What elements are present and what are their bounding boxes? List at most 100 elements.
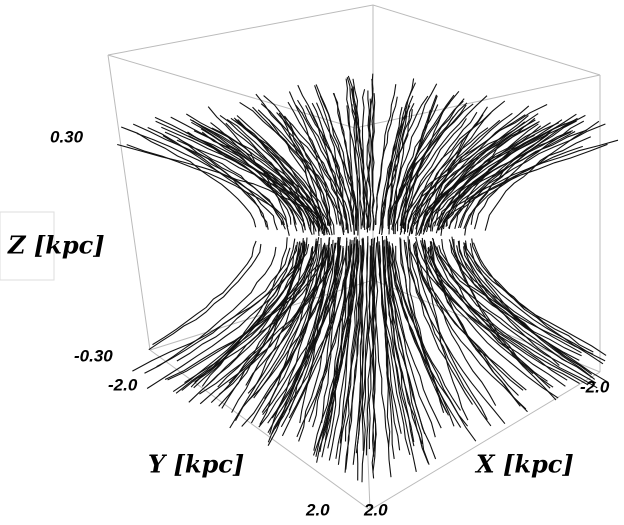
- y-label: Y [kpc]: [148, 450, 244, 479]
- field-line: [388, 83, 438, 235]
- field-line: [295, 104, 349, 234]
- field-line: [156, 247, 291, 368]
- field-line: [278, 112, 318, 225]
- field-line: [199, 242, 336, 405]
- field-line: [368, 73, 374, 228]
- field-line: [185, 131, 320, 231]
- field-line: [375, 96, 398, 225]
- field-line: [239, 101, 345, 233]
- field-line: [407, 236, 524, 391]
- field-line: [346, 77, 366, 225]
- field-line: [412, 244, 580, 384]
- field-line: [296, 247, 354, 438]
- field-line: [260, 103, 341, 226]
- field-line: [255, 93, 335, 235]
- z-tick: -0.30: [74, 346, 113, 365]
- x-tick: -2.0: [580, 377, 610, 396]
- field-line: [391, 247, 448, 413]
- field-line: [472, 242, 594, 353]
- field-line: [164, 244, 330, 380]
- field-line: [381, 107, 407, 233]
- field-line: [287, 101, 345, 236]
- field-line: [187, 131, 297, 225]
- field-line: [288, 91, 332, 226]
- field-line: [210, 122, 298, 232]
- field-line: [136, 132, 286, 230]
- field-line: [408, 239, 492, 427]
- field-line: [380, 105, 411, 226]
- field-line: [148, 243, 262, 351]
- field-line: [464, 243, 606, 362]
- y-tick: 2.0: [305, 500, 330, 519]
- field-line: [421, 240, 589, 386]
- field-line: [405, 241, 445, 413]
- field-line: [457, 133, 549, 229]
- field-line: [361, 242, 369, 483]
- field-line: [407, 246, 473, 405]
- field-line: [132, 243, 310, 372]
- field-line: [346, 105, 364, 226]
- field-line: [316, 240, 358, 463]
- field-line: [176, 241, 298, 362]
- field-line: [267, 245, 342, 424]
- field-line: [448, 145, 583, 229]
- field-line: [371, 78, 375, 231]
- field-line: [403, 94, 438, 235]
- field-line: [263, 95, 352, 232]
- field-line: [376, 236, 415, 443]
- field-line: [433, 114, 529, 227]
- field-line: [315, 84, 354, 226]
- field-line: [410, 111, 478, 235]
- field-line: [404, 102, 451, 232]
- field-line: [430, 241, 521, 407]
- field-line: [464, 240, 607, 356]
- field-line: [219, 114, 306, 231]
- field-line: [387, 78, 415, 227]
- field-line: [420, 114, 484, 234]
- field-line: [144, 246, 277, 374]
- field-line: [459, 120, 577, 228]
- field-line: [387, 95, 414, 230]
- field-line: [356, 245, 364, 481]
- field-line: [167, 244, 325, 381]
- field-line: [387, 246, 442, 429]
- field-line: [371, 247, 376, 479]
- field-line: [427, 246, 598, 389]
- field-line: [284, 115, 330, 226]
- field-line: [350, 88, 369, 233]
- field-line: [463, 136, 592, 230]
- field-line: [162, 135, 278, 231]
- z-label: Z [kpc]: [7, 231, 105, 260]
- field-line: [228, 238, 304, 384]
- field-line: [319, 240, 348, 453]
- field-line: [372, 246, 392, 478]
- field-line: [408, 121, 526, 237]
- field-line: [200, 125, 320, 236]
- field-line: [422, 114, 586, 235]
- field-line: [235, 243, 320, 422]
- field-line: [164, 131, 268, 228]
- field-line: [383, 239, 391, 448]
- field-line: [471, 238, 604, 365]
- field-line: [274, 240, 353, 430]
- field-line: [436, 246, 597, 384]
- field-line: [351, 104, 362, 230]
- field-line: [407, 127, 489, 229]
- field-line: [199, 246, 337, 395]
- field-line: [288, 247, 344, 419]
- field-line: [390, 100, 464, 225]
- field-line: [345, 78, 355, 225]
- field-line: [400, 238, 455, 427]
- field-line: [176, 139, 331, 236]
- field-line: [421, 237, 497, 406]
- label-box: [0, 211, 55, 281]
- field-line: [458, 240, 560, 366]
- field-line: [146, 242, 303, 389]
- field-line: [413, 242, 527, 391]
- field-line: [308, 242, 351, 423]
- field-line: [484, 120, 600, 231]
- field-line: [381, 235, 437, 460]
- field-line: [415, 112, 513, 237]
- field-line: [262, 245, 341, 416]
- field-line: [392, 94, 455, 231]
